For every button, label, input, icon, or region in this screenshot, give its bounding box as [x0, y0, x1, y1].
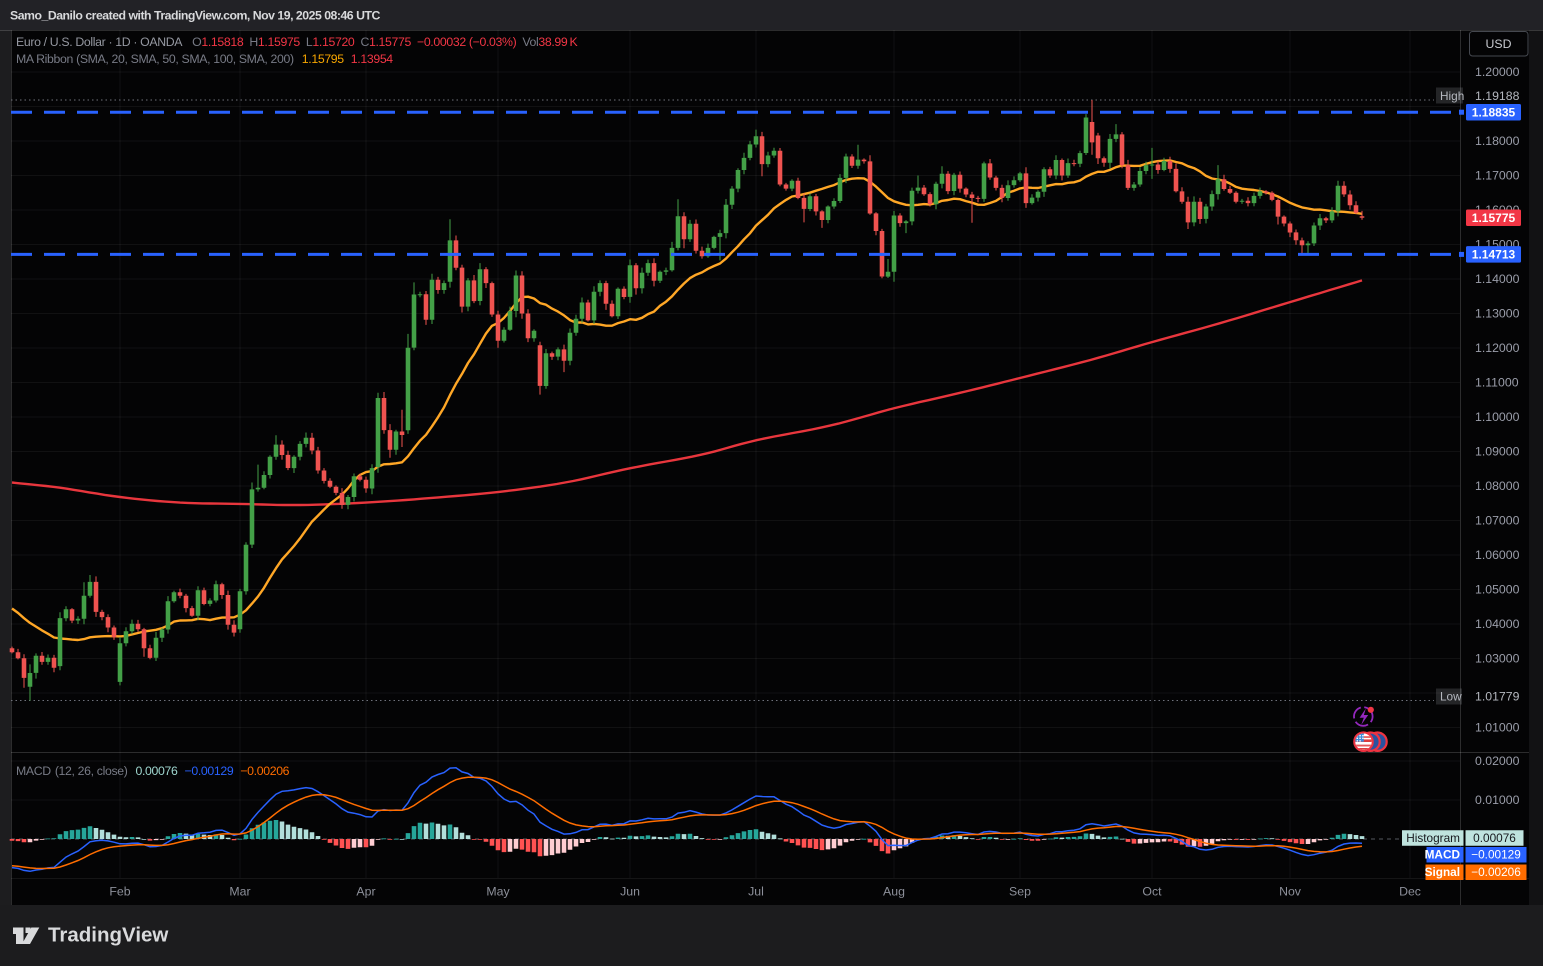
svg-text:1.03000: 1.03000	[1475, 652, 1520, 666]
svg-text:Feb: Feb	[109, 885, 130, 899]
svg-text:Dec: Dec	[1399, 885, 1421, 899]
svg-text:1.20000: 1.20000	[1475, 65, 1520, 79]
svg-text:1.18000: 1.18000	[1475, 134, 1520, 148]
svg-text:Apr: Apr	[356, 885, 375, 899]
svg-text:Aug: Aug	[883, 885, 905, 899]
svg-text:Signal: Signal	[1425, 865, 1460, 879]
svg-text:1.08000: 1.08000	[1475, 479, 1520, 493]
svg-text:1.15775: 1.15775	[1472, 211, 1516, 225]
svg-text:MACD: MACD	[1425, 848, 1461, 862]
svg-text:Oct: Oct	[1142, 885, 1162, 899]
svg-text:1.01779: 1.01779	[1475, 690, 1520, 704]
svg-text:Samo_Danilo created with Tradi: Samo_Danilo created with TradingView.com…	[10, 9, 380, 23]
svg-text:1.17000: 1.17000	[1475, 169, 1520, 183]
svg-text:MA Ribbon (SMA, 20, SMA, 50, S: MA Ribbon (SMA, 20, SMA, 50, SMA, 100, S…	[16, 52, 393, 66]
svg-text:1.09000: 1.09000	[1475, 445, 1520, 459]
svg-text:1.14713: 1.14713	[1472, 248, 1516, 262]
svg-text:0.02000: 0.02000	[1475, 754, 1520, 768]
svg-text:Euro / U.S. Dollar · 1D · OAND: Euro / U.S. Dollar · 1D · OANDA O1.15818 H…	[16, 35, 579, 49]
svg-text:1.01000: 1.01000	[1475, 721, 1520, 735]
svg-text:Nov: Nov	[1279, 885, 1302, 899]
svg-text:1.06000: 1.06000	[1475, 548, 1520, 562]
svg-text:MACD(12, 26, close)0.00076−0.0: MACD (12, 26, close) 0.00076 −0.00129 −0.002…	[16, 764, 290, 778]
svg-text:1.10000: 1.10000	[1475, 410, 1520, 424]
svg-text:Jul: Jul	[748, 885, 764, 899]
svg-text:USD: USD	[1486, 37, 1512, 51]
svg-text:0.00076: 0.00076	[1473, 831, 1516, 845]
svg-text:1.07000: 1.07000	[1475, 514, 1520, 528]
svg-text:1.19188: 1.19188	[1475, 89, 1520, 103]
svg-text:May: May	[486, 885, 510, 899]
svg-text:0.01000: 0.01000	[1475, 793, 1520, 807]
svg-text:Low: Low	[1440, 690, 1462, 704]
svg-text:Jun: Jun	[620, 885, 640, 899]
svg-text:1.11000: 1.11000	[1475, 376, 1519, 390]
svg-text:Histogram: Histogram	[1406, 831, 1460, 845]
svg-text:TradingView: TradingView	[48, 924, 168, 947]
svg-text:Sep: Sep	[1009, 885, 1031, 899]
svg-text:1.18835: 1.18835	[1472, 105, 1516, 119]
svg-text:1.14000: 1.14000	[1475, 272, 1520, 286]
svg-text:High: High	[1440, 89, 1464, 103]
svg-text:1.04000: 1.04000	[1475, 617, 1520, 631]
svg-text:−0.00129: −0.00129	[1471, 848, 1521, 862]
svg-text:Mar: Mar	[229, 885, 250, 899]
svg-text:1.05000: 1.05000	[1475, 583, 1520, 597]
svg-text:1.13000: 1.13000	[1475, 307, 1520, 321]
svg-text:1.12000: 1.12000	[1475, 341, 1520, 355]
svg-text:−0.00206: −0.00206	[1471, 865, 1521, 879]
